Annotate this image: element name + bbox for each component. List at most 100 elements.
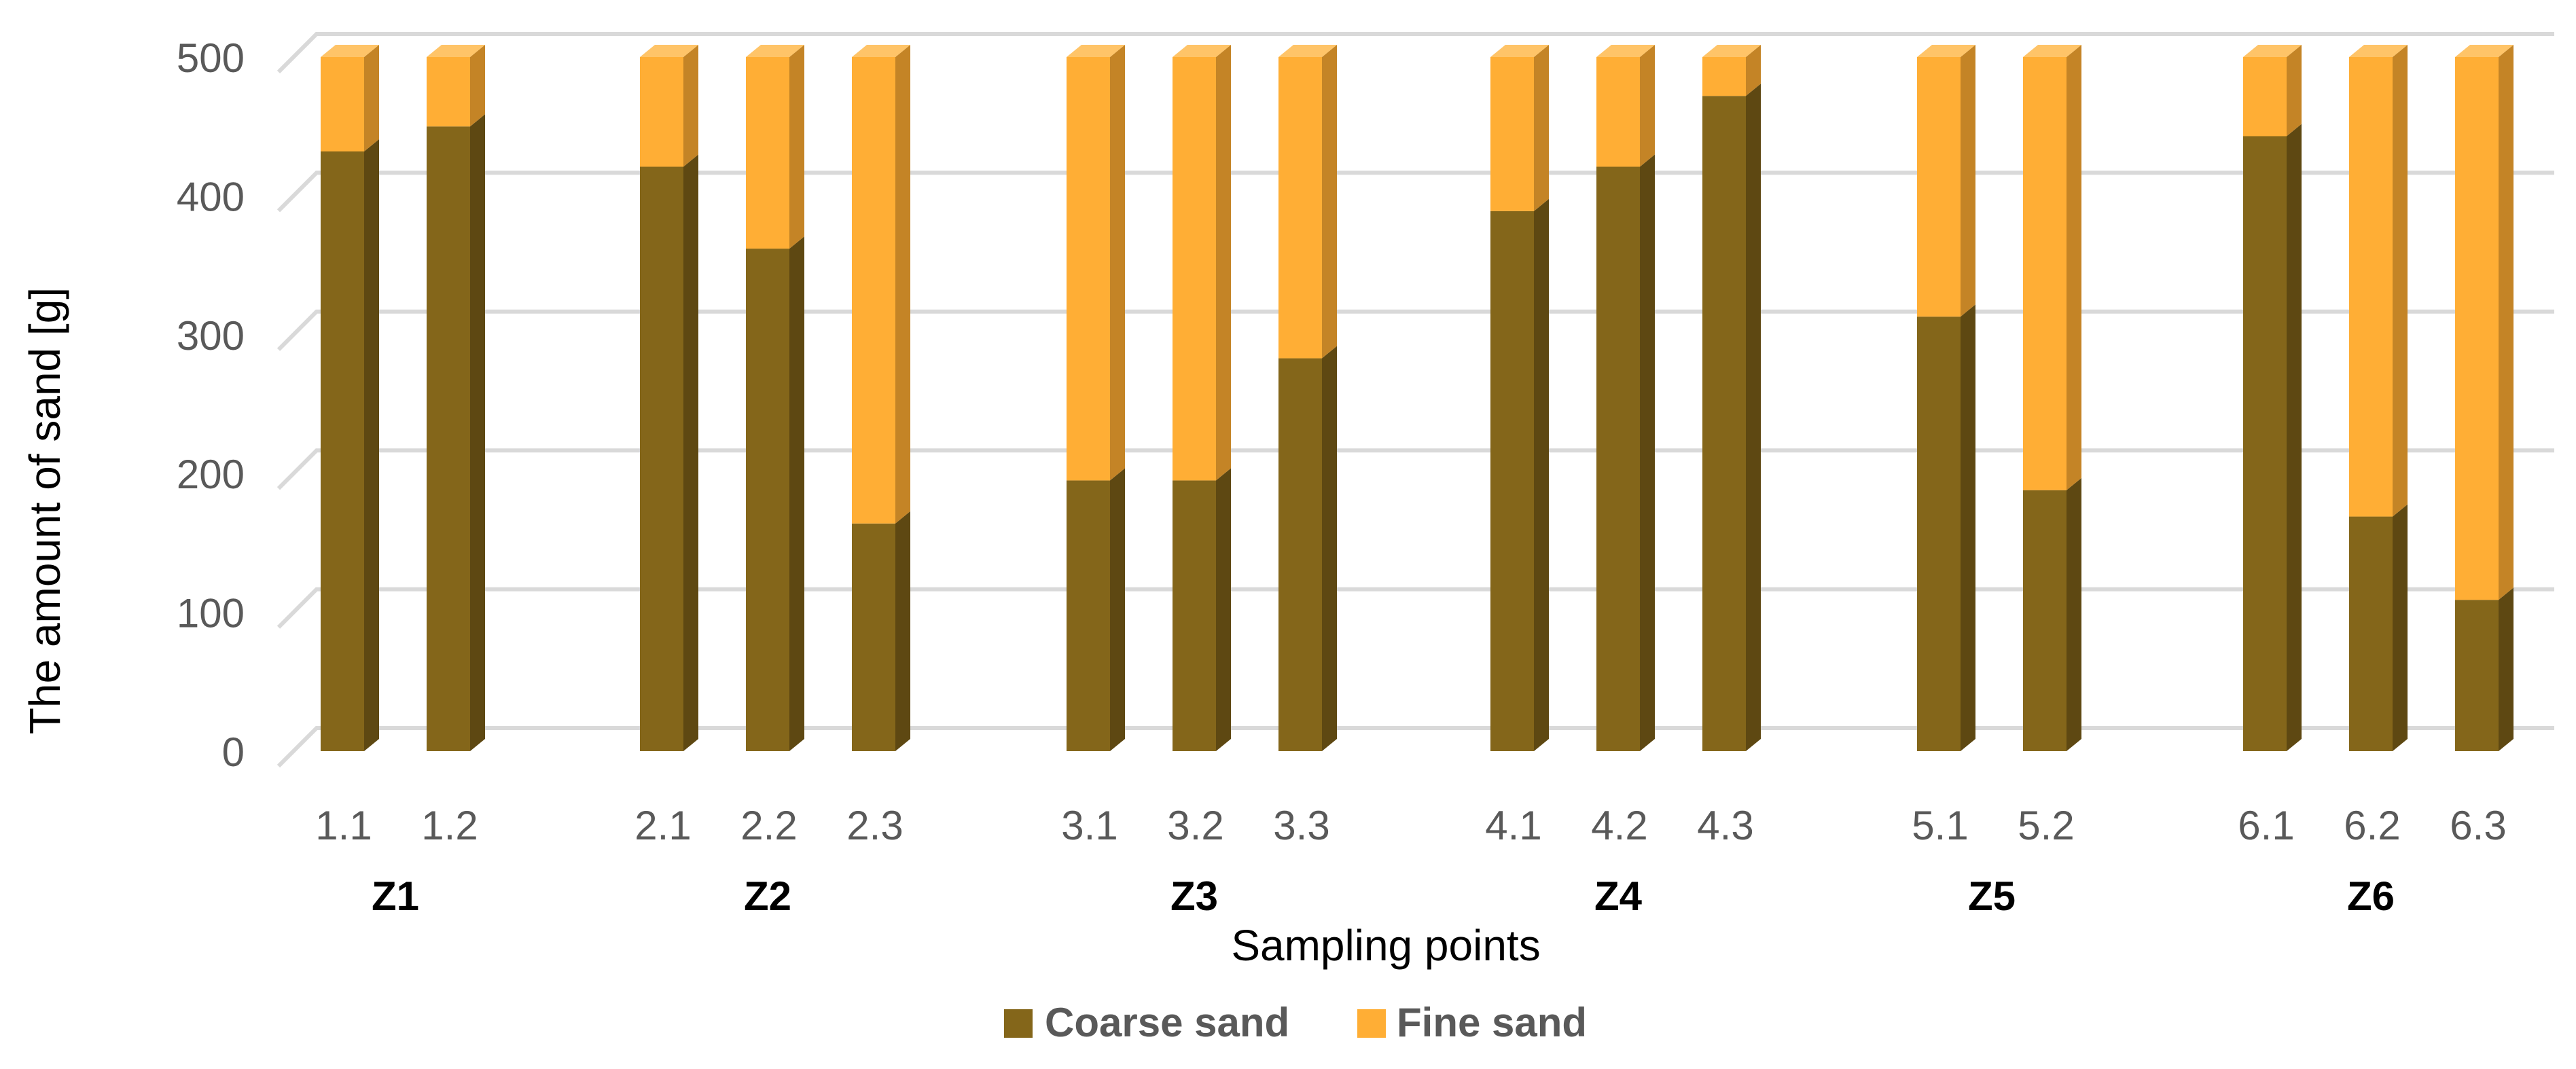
bar-coarse-sand-2.1 xyxy=(640,166,683,751)
bar-coarse-sand-1.2 xyxy=(427,126,470,751)
bar-fine-sand-top-2.3 xyxy=(852,45,910,57)
bar-fine-sand-4.1 xyxy=(1490,57,1534,211)
gridline-0 xyxy=(276,726,2554,768)
x-tick-label-6.2: 6.2 xyxy=(2344,803,2400,848)
bar-coarse-sand-3.3 xyxy=(1278,358,1322,751)
bar-fine-sand-side-6.1 xyxy=(2287,45,2302,137)
bar-fine-sand-side-2.2 xyxy=(789,45,804,249)
bar-fine-sand-side-5.1 xyxy=(1961,45,1975,317)
x-tick-label-4.2: 4.2 xyxy=(1591,803,1647,848)
bar-fine-sand-4.3 xyxy=(1702,57,1746,96)
y-tick-label-100: 100 xyxy=(177,591,245,636)
bar-coarse-sand-side-2.1 xyxy=(683,154,698,751)
bar-coarse-sand-3.1 xyxy=(1067,480,1110,751)
bar-fine-sand-top-4.3 xyxy=(1702,45,1761,57)
bar-5.2 xyxy=(2023,45,2081,751)
gridline-300 xyxy=(276,309,2554,351)
bar-fine-sand-top-3.3 xyxy=(1278,45,1337,57)
bar-2.3 xyxy=(852,45,910,751)
bar-fine-sand-top-4.2 xyxy=(1596,45,1655,57)
x-tick-label-1.1: 1.1 xyxy=(315,803,372,848)
bar-fine-sand-6.2 xyxy=(2349,57,2393,517)
x-tick-label-5.1: 5.1 xyxy=(1912,803,1968,848)
bar-fine-sand-side-5.2 xyxy=(2067,45,2081,490)
bar-fine-sand-3.2 xyxy=(1173,57,1216,481)
y-axis-title: The amount of sand [g] xyxy=(20,287,69,734)
bar-coarse-sand-side-3.3 xyxy=(1322,346,1337,752)
bar-coarse-sand-side-4.1 xyxy=(1534,198,1549,751)
bar-coarse-sand-side-6.2 xyxy=(2393,504,2408,751)
gridline-100 xyxy=(276,587,2554,629)
bar-4.1 xyxy=(1490,45,1549,751)
y-tick-label-0: 0 xyxy=(222,729,245,775)
x-tick-label-3.2: 3.2 xyxy=(1167,803,1223,848)
gridline-200 xyxy=(276,448,2554,490)
bar-fine-sand-3.3 xyxy=(1278,57,1322,359)
bar-fine-sand-top-3.2 xyxy=(1173,45,1231,57)
bar-4.2 xyxy=(1596,45,1655,751)
x-axis-title: Sampling points xyxy=(1231,921,1540,970)
x-tick-label-2.1: 2.1 xyxy=(634,803,691,848)
bar-fine-sand-top-3.1 xyxy=(1067,45,1125,57)
y-axis-ticks: 0 100 200 300 400 500 xyxy=(177,35,245,775)
bar-coarse-sand-6.2 xyxy=(2349,516,2393,751)
bar-fine-sand-side-4.3 xyxy=(1746,45,1761,96)
bar-fine-sand-side-2.3 xyxy=(895,45,910,524)
bar-fine-sand-side-4.2 xyxy=(1640,45,1655,167)
bar-coarse-sand-side-4.3 xyxy=(1746,84,1761,752)
bar-coarse-sand-3.2 xyxy=(1173,480,1216,751)
x-tick-label-1.2: 1.2 xyxy=(421,803,478,848)
x-tick-label-6.3: 6.3 xyxy=(2450,803,2506,848)
group-label-z3: Z3 xyxy=(1170,873,1218,919)
bar-6.2 xyxy=(2349,45,2408,751)
bar-fine-sand-top-1.2 xyxy=(427,45,485,57)
bar-2.1 xyxy=(640,45,698,751)
bar-fine-sand-4.2 xyxy=(1596,57,1640,167)
bar-fine-sand-side-4.1 xyxy=(1534,45,1549,211)
bar-fine-sand-1.2 xyxy=(427,57,470,127)
bar-fine-sand-5.2 xyxy=(2023,57,2067,490)
bars xyxy=(321,45,2514,752)
x-tick-label-4.3: 4.3 xyxy=(1697,803,1753,848)
bar-fine-sand-2.1 xyxy=(640,57,683,167)
bar-1.2 xyxy=(427,45,485,751)
y-tick-label-200: 200 xyxy=(177,452,245,497)
bar-6.3 xyxy=(2455,45,2514,751)
y-tick-label-400: 400 xyxy=(177,174,245,219)
bar-fine-sand-1.1 xyxy=(321,57,364,151)
legend: Coarse sand Fine sand xyxy=(1004,1000,1587,1045)
bar-fine-sand-top-1.1 xyxy=(321,45,379,57)
group-label-z6: Z6 xyxy=(2347,873,2395,919)
bar-5.1 xyxy=(1917,45,1975,751)
x-tick-label-2.3: 2.3 xyxy=(846,803,903,848)
bar-fine-sand-side-6.3 xyxy=(2499,45,2514,600)
bar-fine-sand-3.1 xyxy=(1067,57,1110,481)
gridline-500 xyxy=(276,32,2554,74)
bar-2.2 xyxy=(746,45,804,751)
group-label-z5: Z5 xyxy=(1968,873,2016,919)
bar-coarse-sand-side-1.1 xyxy=(364,139,379,751)
bar-fine-sand-side-1.2 xyxy=(470,45,485,127)
x-tick-label-5.2: 5.2 xyxy=(2018,803,2074,848)
bar-fine-sand-6.3 xyxy=(2455,57,2499,600)
bar-fine-sand-side-2.1 xyxy=(683,45,698,167)
legend-label-fine-sand: Fine sand xyxy=(1397,1000,1587,1045)
bar-coarse-sand-side-3.1 xyxy=(1110,468,1125,751)
bar-fine-sand-2.3 xyxy=(852,57,895,524)
legend-swatch-coarse-sand xyxy=(1004,1009,1033,1038)
bar-coarse-sand-side-3.2 xyxy=(1216,468,1231,751)
x-axis-ticks: 1.1 1.2 2.1 2.2 2.3 3.1 3.2 3.3 4.1 4.2 4.3 5.1 5.2 6… xyxy=(315,803,2506,848)
bar-3.1 xyxy=(1067,45,1125,751)
bar-coarse-sand-2.2 xyxy=(746,249,789,751)
bar-3.2 xyxy=(1173,45,1231,751)
bar-fine-sand-top-5.2 xyxy=(2023,45,2081,57)
bar-coarse-sand-1.1 xyxy=(321,151,364,751)
bar-coarse-sand-6.1 xyxy=(2243,136,2287,751)
bar-coarse-sand-2.3 xyxy=(852,523,895,751)
bar-fine-sand-top-2.2 xyxy=(746,45,804,57)
x-tick-label-3.3: 3.3 xyxy=(1273,803,1329,848)
bar-fine-sand-top-6.1 xyxy=(2243,45,2302,57)
bar-fine-sand-2.2 xyxy=(746,57,789,249)
y-tick-label-500: 500 xyxy=(177,35,245,81)
